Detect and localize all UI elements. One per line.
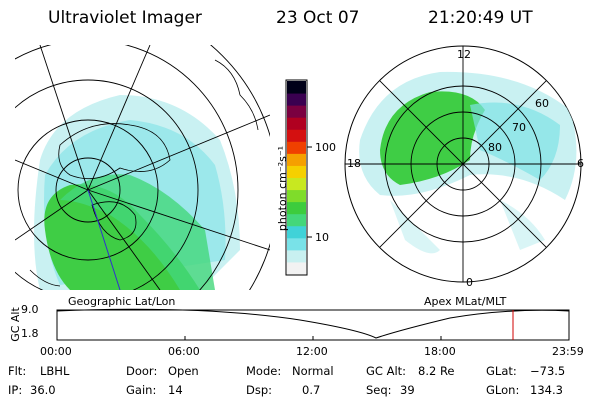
colorbar-cell [287, 105, 306, 118]
observation-date: 23 Oct 07 [276, 8, 360, 28]
mode-label: Mode: [246, 364, 282, 378]
gain-value: 14 [168, 383, 183, 397]
colorbar-cell [287, 165, 306, 178]
observation-time: 21:20:49 UT [428, 8, 533, 28]
magnetic-grid [345, 46, 581, 282]
mlt-12-label: 12 [457, 48, 471, 61]
colorbar-tick-100: 100 [315, 141, 336, 154]
mlat-60-label: 60 [535, 97, 549, 110]
dsp-value: 0.7 [302, 383, 321, 397]
left-panel-caption: Geographic Lat/Lon [68, 295, 176, 308]
time-tick-1800: 18:00 [424, 345, 456, 358]
ip-label: IP: [8, 383, 23, 397]
flt-value: LBHL [40, 364, 70, 378]
seq-label: Seq: [366, 383, 392, 397]
dsp-label: Dsp: [246, 383, 273, 397]
colorbar-cell [287, 237, 306, 251]
ip-value: 36.0 [30, 383, 56, 397]
colorbar-cell [287, 177, 306, 191]
color-scale-bar [285, 79, 312, 276]
altitude-plot [56, 308, 570, 341]
mlt-18-label: 18 [347, 157, 361, 170]
colorbar-cell [287, 141, 306, 154]
time-tick-2359: 23:59 [552, 345, 584, 358]
colorbar-cell [287, 129, 306, 142]
mlat-70-label: 70 [512, 121, 526, 134]
colorbar-cell [287, 153, 306, 166]
time-tick-0600: 06:00 [168, 345, 200, 358]
glon-value: 134.3 [530, 383, 563, 397]
geographic-image [15, 45, 270, 290]
time-tick-1200: 12:00 [296, 345, 328, 358]
time-tick-0000: 00:00 [40, 345, 72, 358]
gcalt-value: 8.2 Re [418, 364, 455, 378]
colorbar-cell [287, 213, 306, 227]
colorbar-unit-label: photon cm⁻²s⁻¹ [276, 145, 290, 232]
colorbar-cell [287, 225, 306, 239]
door-value: Open [168, 364, 199, 378]
gcalt-label: GC Alt: [366, 364, 407, 378]
imager-title: Ultraviolet Imager [48, 8, 202, 28]
colorbar-cell [287, 189, 306, 203]
right-panel-caption: Apex MLat/MLT [424, 295, 507, 308]
colorbar-cell [287, 201, 306, 215]
flt-label: Flt: [8, 364, 27, 378]
colorbar-tick-10: 10 [315, 231, 329, 244]
colorbar-cell [287, 81, 306, 94]
glat-value: −73.5 [530, 364, 566, 378]
mlat-80-label: 80 [488, 141, 502, 154]
mlt-0-label: 0 [466, 276, 473, 289]
gain-label: Gain: [126, 383, 157, 397]
colorbar-cell [287, 117, 306, 130]
seq-value: 39 [400, 383, 415, 397]
mode-value: Normal [292, 364, 334, 378]
glon-label: GLon: [486, 383, 520, 397]
colorbar-cell [287, 93, 306, 106]
altitude-ylabel: GC Alt [8, 307, 22, 342]
mlt-6-label: 6 [577, 157, 584, 170]
colorbar-cell [287, 261, 306, 275]
door-label: Door: [126, 364, 158, 378]
altitude-ytick-high: 9.0 [21, 303, 39, 316]
glat-label: GLat: [486, 364, 517, 378]
altitude-ytick-low: 1.8 [21, 327, 39, 340]
colorbar-cell [287, 249, 306, 263]
